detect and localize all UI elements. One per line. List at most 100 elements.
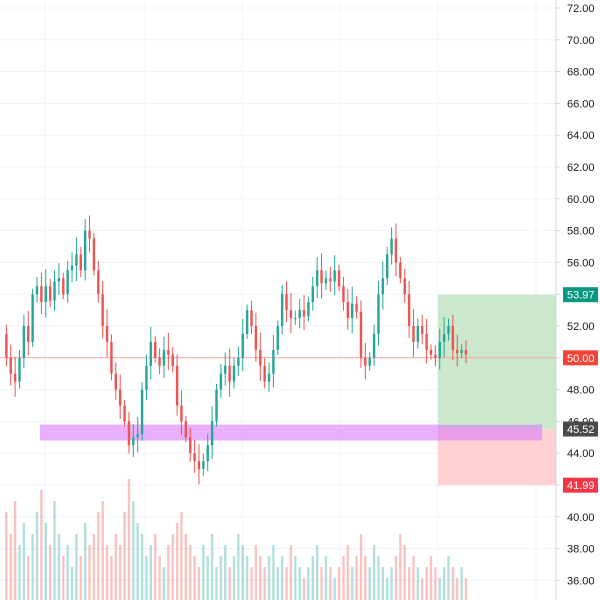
candle-down <box>329 278 332 282</box>
volume-bar <box>215 567 218 600</box>
candle-down <box>228 365 231 382</box>
price-tick-label: 48.00 <box>567 385 595 397</box>
volume-bar <box>171 534 174 600</box>
candle-up <box>206 445 209 462</box>
volume-bar <box>364 556 367 600</box>
candle-down <box>167 349 170 355</box>
candle-up <box>298 310 301 319</box>
candle-down <box>346 302 350 319</box>
volume-bar <box>110 556 113 600</box>
candle-up <box>368 357 371 366</box>
volume-bar <box>197 567 201 600</box>
line-price-badge-background <box>563 350 598 366</box>
volume-bar <box>219 556 223 600</box>
volume-bar <box>114 534 118 600</box>
volume-bar <box>416 567 420 600</box>
candle-up <box>210 421 214 446</box>
candle-up <box>224 365 227 374</box>
volume-bar <box>294 556 297 600</box>
candle-down <box>193 453 196 462</box>
candle-down <box>394 238 398 263</box>
candle-down <box>180 405 183 422</box>
volume-bar <box>149 545 153 600</box>
volume-bar <box>31 534 34 600</box>
volume-bar <box>302 578 306 600</box>
volume-bar <box>75 534 78 600</box>
price-tick-label: 72.00 <box>567 3 595 15</box>
candle-up <box>381 278 385 295</box>
candle-down <box>97 270 100 295</box>
candle-up <box>267 373 271 382</box>
candle-down <box>263 365 266 382</box>
candle-up <box>315 270 319 287</box>
volume-bar <box>298 567 301 600</box>
volume-bar <box>350 567 354 600</box>
target-price-badge-label: 53.97 <box>567 290 595 302</box>
candle-down <box>127 421 131 446</box>
volume-bar <box>250 567 253 600</box>
volume-bar <box>456 578 459 600</box>
candle-down <box>289 310 293 319</box>
target-price-badge-background <box>563 287 598 303</box>
candle-down <box>359 311 363 358</box>
price-tick-label: 56.00 <box>567 257 595 269</box>
price-tick-label: 36.00 <box>567 575 595 587</box>
volume-bar <box>123 512 126 600</box>
volume-bar <box>136 523 139 600</box>
volume-bar <box>27 556 30 600</box>
candle-down <box>154 341 157 358</box>
volume-bar <box>62 556 65 600</box>
volume-bar <box>307 567 310 600</box>
candle-down <box>399 262 402 279</box>
volume-bar <box>464 578 468 600</box>
volume-bar <box>276 567 279 600</box>
volume-bar <box>324 556 328 600</box>
volume-bar <box>289 545 293 600</box>
candle-down <box>259 349 262 366</box>
candle-down <box>302 310 306 317</box>
candle-down <box>48 286 52 301</box>
volume-bar <box>377 556 380 600</box>
candle-up <box>18 357 21 382</box>
candle-up <box>57 278 61 282</box>
volume-bar <box>70 567 74 600</box>
volume-bar <box>92 534 96 600</box>
candle-down <box>158 357 161 366</box>
candle-down <box>403 278 406 295</box>
price-tick-label: 38.00 <box>567 544 595 556</box>
volume-bar <box>451 567 455 600</box>
volume-bar <box>66 545 69 600</box>
candle-down <box>412 326 415 342</box>
candle-up <box>324 278 328 284</box>
volume-bar <box>434 567 437 600</box>
volume-bar <box>412 556 415 600</box>
price-tick-label: 60.00 <box>567 194 595 206</box>
candle-down <box>5 333 8 358</box>
candle-up <box>245 310 249 334</box>
volume-bar <box>263 567 266 600</box>
price-tick-label: 68.00 <box>567 67 595 79</box>
volume-bar <box>97 512 100 600</box>
volume-bar <box>237 534 240 600</box>
candle-up <box>145 365 148 390</box>
candle-down <box>425 333 428 350</box>
stop-price-badge-background <box>563 477 598 493</box>
volume-bar <box>425 567 428 600</box>
candle-up <box>35 286 39 295</box>
volume-bar <box>232 556 236 600</box>
volume-bar <box>447 556 450 600</box>
volume-bar <box>158 556 161 600</box>
volume-bar <box>442 567 446 600</box>
candle-up <box>53 281 56 301</box>
candle-down <box>364 357 367 366</box>
candle-up <box>272 349 275 374</box>
volume-bar <box>140 534 144 600</box>
volume-bar <box>272 545 275 600</box>
candle-down <box>250 310 253 326</box>
volume-bar <box>154 534 157 600</box>
entry-price-badge-background <box>563 421 598 437</box>
candle-up <box>307 302 310 317</box>
volume-bar <box>241 545 244 600</box>
price-tick-label: 66.00 <box>567 98 595 110</box>
